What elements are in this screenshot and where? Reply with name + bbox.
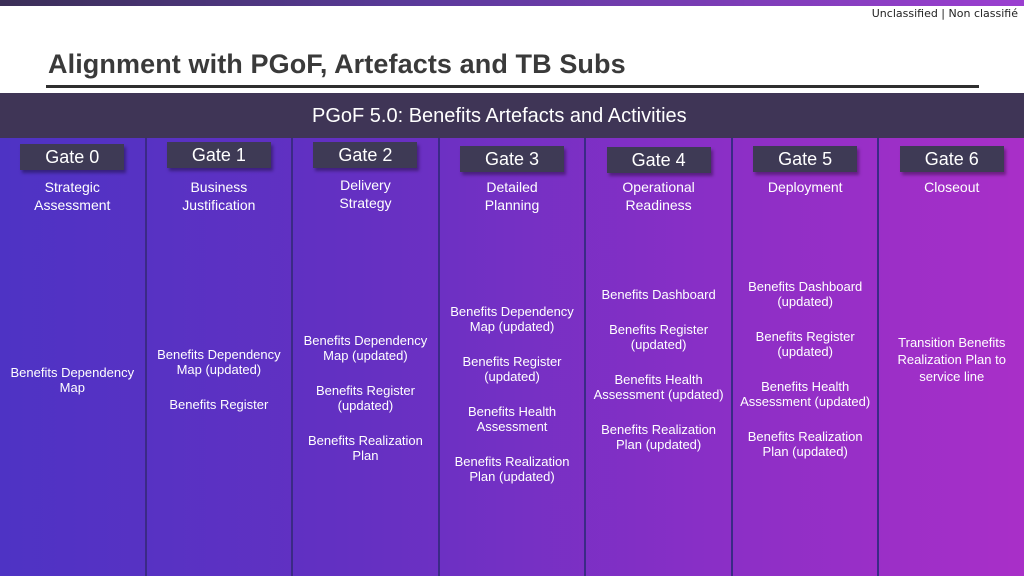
gate-1-artefacts: Benefits Dependency Map (updated) Benefi… — [147, 347, 292, 412]
gate-2-artefacts: Benefits Dependency Map (updated) Benefi… — [293, 333, 438, 463]
header-band — [0, 93, 1024, 138]
gate-1-button[interactable]: Gate 1 — [166, 142, 271, 168]
artefact-item: Benefits Register (updated) — [462, 354, 562, 384]
artefact-item: Benefits Realization Plan (updated) — [747, 429, 863, 459]
gate-1-subtitle: Business Justification — [182, 179, 256, 213]
artefact-item: Benefits Dependency Map (updated) — [303, 333, 428, 363]
artefact-item: Benefits Register (updated) — [755, 329, 855, 359]
gate-6-artefacts: Transition Benefits Realization Plan to … — [879, 334, 1024, 385]
gate-columns: Gate 0 Strategic Assessment Benefits Dep… — [0, 138, 1024, 576]
gate-6-subtitle: Closeout — [924, 179, 980, 195]
gate-0-subtitle: Strategic Assessment — [34, 179, 111, 213]
gate-3-subtitle: Detailed Planning — [484, 179, 540, 213]
artefact-item: Benefits Dependency Map (updated) — [157, 347, 281, 377]
gate-3-button[interactable]: Gate 3 — [460, 146, 565, 172]
gate-3-artefacts: Benefits Dependency Map (updated) Benefi… — [440, 304, 585, 484]
gate-0-artefacts: Benefits Dependency Map — [0, 365, 145, 395]
gate-4-subtitle: Operational Readiness — [622, 179, 695, 213]
artefact-item: Benefits Realization Plan (updated) — [454, 454, 570, 484]
artefact-item: Benefits Register (updated) — [315, 383, 415, 413]
gate-6-button[interactable]: Gate 6 — [899, 146, 1004, 172]
artefact-item: Benefits Dashboard (updated) — [748, 279, 863, 309]
artefact-item: Benefits Health Assessment (updated) — [593, 372, 724, 402]
gate-5-artefacts: Benefits Dashboard (updated) Benefits Re… — [733, 279, 878, 459]
section-header: PGoF 5.0: Benefits Artefacts and Activit… — [312, 105, 687, 127]
gate-5-subtitle: Deployment — [767, 179, 843, 195]
gate-4-artefacts: Benefits Dashboard Benefits Register (up… — [586, 287, 731, 452]
gate-5-button[interactable]: Gate 5 — [753, 146, 858, 172]
artefact-item: Transition Benefits Realization Plan to … — [897, 335, 1006, 384]
gate-column-0: Gate 0 Strategic Assessment Benefits Dep… — [0, 138, 147, 576]
gate-column-3: Gate 3 Detailed Planning Benefits Depend… — [440, 138, 587, 576]
classification-label: Unclassified | Non classifié — [871, 7, 1018, 20]
gate-column-5: Gate 5 Deployment Benefits Dashboard (up… — [733, 138, 880, 576]
gate-2-button[interactable]: Gate 2 — [313, 142, 418, 168]
gate-column-2: Gate 2 Delivery Strategy Benefits Depend… — [293, 138, 440, 576]
gate-2-subtitle: Delivery Strategy — [339, 177, 392, 211]
artefact-item: Benefits Dashboard — [601, 287, 716, 302]
gate-column-1: Gate 1 Business Justification Benefits D… — [147, 138, 294, 576]
gate-column-4: Gate 4 Operational Readiness Benefits Da… — [586, 138, 733, 576]
artefact-item: Benefits Health Assessment (updated) — [740, 379, 871, 409]
page-title: Alignment with PGoF, Artefacts and TB Su… — [48, 49, 626, 79]
artefact-item: Benefits Dependency Map (updated) — [450, 304, 574, 334]
gate-column-6: Gate 6 Closeout Transition Benefits Real… — [879, 138, 1024, 576]
gate-4-button[interactable]: Gate 4 — [606, 147, 711, 173]
gate-0-button[interactable]: Gate 0 — [20, 144, 125, 170]
artefact-item: Benefits Register — [169, 397, 269, 412]
top-accent-bar — [0, 0, 1024, 6]
artefact-item: Benefits Dependency Map — [10, 365, 135, 395]
artefact-item: Benefits Realization Plan — [307, 433, 423, 463]
artefact-item: Benefits Health Assessment — [467, 404, 557, 434]
artefact-item: Benefits Realization Plan (updated) — [601, 422, 717, 452]
title-divider — [46, 85, 979, 88]
artefact-item: Benefits Register (updated) — [609, 322, 709, 352]
